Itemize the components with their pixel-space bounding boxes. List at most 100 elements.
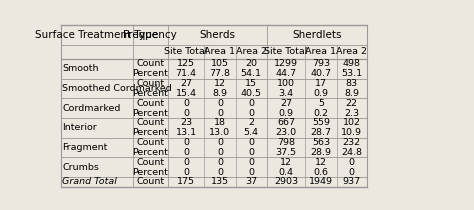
- Text: 44.7: 44.7: [275, 69, 297, 78]
- Text: 1949: 1949: [309, 177, 333, 186]
- Text: Crumbs: Crumbs: [62, 163, 99, 172]
- Text: 0.2: 0.2: [313, 109, 328, 118]
- Text: 102: 102: [343, 118, 361, 127]
- Text: 54.1: 54.1: [241, 69, 262, 78]
- Text: Surface Treatment Type: Surface Treatment Type: [36, 30, 158, 40]
- Text: 125: 125: [177, 59, 195, 68]
- Text: Area 2: Area 2: [236, 47, 267, 56]
- Text: 0: 0: [217, 148, 223, 157]
- Text: 0: 0: [217, 138, 223, 147]
- Text: Percent: Percent: [132, 69, 168, 78]
- Text: 0: 0: [183, 99, 189, 108]
- Text: 5: 5: [318, 99, 324, 108]
- Text: 0: 0: [183, 168, 189, 177]
- Text: 53.1: 53.1: [341, 69, 362, 78]
- Text: Percent: Percent: [132, 168, 168, 177]
- Text: Percent: Percent: [132, 89, 168, 98]
- Text: Count: Count: [136, 177, 164, 186]
- Text: 0: 0: [183, 158, 189, 167]
- Text: 12: 12: [315, 158, 327, 167]
- Text: 37: 37: [245, 177, 257, 186]
- Text: 0.4: 0.4: [279, 168, 293, 177]
- Text: 0: 0: [248, 109, 254, 118]
- Text: Percent: Percent: [132, 148, 168, 157]
- Text: 5.4: 5.4: [244, 128, 259, 137]
- Text: 0: 0: [248, 148, 254, 157]
- Text: Count: Count: [136, 59, 164, 68]
- Text: 2903: 2903: [274, 177, 298, 186]
- Text: Smooth: Smooth: [62, 64, 99, 73]
- Text: 667: 667: [277, 118, 295, 127]
- Text: 28.9: 28.9: [310, 148, 331, 157]
- Text: 0: 0: [217, 158, 223, 167]
- Text: 71.4: 71.4: [175, 69, 197, 78]
- Text: 0: 0: [349, 158, 355, 167]
- Text: 232: 232: [343, 138, 361, 147]
- Text: 3.4: 3.4: [279, 89, 294, 98]
- Text: Count: Count: [136, 79, 164, 88]
- Text: 2.3: 2.3: [344, 109, 359, 118]
- Text: 0: 0: [248, 138, 254, 147]
- Text: Count: Count: [136, 138, 164, 147]
- Text: 40.7: 40.7: [310, 69, 331, 78]
- Text: 23: 23: [180, 118, 192, 127]
- Text: 12: 12: [280, 158, 292, 167]
- Text: Percent: Percent: [132, 109, 168, 118]
- Text: Cordmarked: Cordmarked: [62, 104, 120, 113]
- Text: 20: 20: [245, 59, 257, 68]
- Text: 105: 105: [211, 59, 229, 68]
- Text: Area 1: Area 1: [305, 47, 337, 56]
- Text: Area 2: Area 2: [336, 47, 367, 56]
- Text: 28.7: 28.7: [310, 128, 331, 137]
- Text: 0: 0: [183, 109, 189, 118]
- Text: 27: 27: [180, 79, 192, 88]
- Text: 27: 27: [280, 99, 292, 108]
- Text: 563: 563: [312, 138, 330, 147]
- Text: 0: 0: [248, 99, 254, 108]
- Text: 8.9: 8.9: [344, 89, 359, 98]
- Text: Grand Total: Grand Total: [62, 177, 117, 186]
- Text: 77.8: 77.8: [210, 69, 230, 78]
- Text: 13.1: 13.1: [175, 128, 197, 137]
- Text: 1299: 1299: [274, 59, 298, 68]
- Text: 559: 559: [312, 118, 330, 127]
- Text: 793: 793: [312, 59, 330, 68]
- Text: Smoothed Cordmarked: Smoothed Cordmarked: [62, 84, 172, 93]
- Text: 40.5: 40.5: [241, 89, 262, 98]
- Text: Site Total: Site Total: [264, 47, 308, 56]
- Text: 23.0: 23.0: [275, 128, 297, 137]
- Text: 0: 0: [248, 158, 254, 167]
- Text: 0: 0: [183, 138, 189, 147]
- Text: 0: 0: [349, 168, 355, 177]
- Text: 22: 22: [346, 99, 358, 108]
- Text: 0.9: 0.9: [279, 109, 293, 118]
- Text: 12: 12: [214, 79, 226, 88]
- Text: Sherds: Sherds: [199, 30, 235, 40]
- Text: Count: Count: [136, 99, 164, 108]
- Text: Sherdlets: Sherdlets: [292, 30, 341, 40]
- Text: Site Total: Site Total: [164, 47, 208, 56]
- Text: 0: 0: [183, 148, 189, 157]
- Text: 0: 0: [217, 99, 223, 108]
- Text: Count: Count: [136, 158, 164, 167]
- Text: 17: 17: [315, 79, 327, 88]
- Text: 15.4: 15.4: [175, 89, 197, 98]
- Text: 937: 937: [343, 177, 361, 186]
- Text: 0.6: 0.6: [313, 168, 328, 177]
- Text: 83: 83: [346, 79, 358, 88]
- Text: 2: 2: [248, 118, 254, 127]
- Text: 24.8: 24.8: [341, 148, 362, 157]
- Text: Count: Count: [136, 118, 164, 127]
- Text: 0.9: 0.9: [313, 89, 328, 98]
- Text: 10.9: 10.9: [341, 128, 362, 137]
- Text: 15: 15: [245, 79, 257, 88]
- Text: 135: 135: [211, 177, 229, 186]
- Text: Area 1: Area 1: [204, 47, 236, 56]
- Text: 37.5: 37.5: [275, 148, 297, 157]
- Text: Percent: Percent: [132, 128, 168, 137]
- Text: Fragment: Fragment: [62, 143, 108, 152]
- Text: 18: 18: [214, 118, 226, 127]
- Text: 0: 0: [217, 168, 223, 177]
- Text: 13.0: 13.0: [210, 128, 230, 137]
- Text: Frequency: Frequency: [123, 30, 177, 40]
